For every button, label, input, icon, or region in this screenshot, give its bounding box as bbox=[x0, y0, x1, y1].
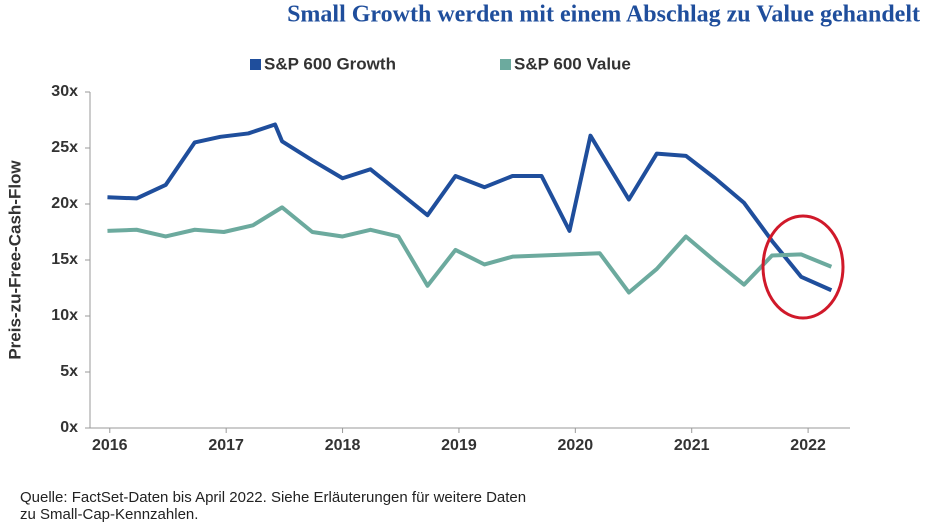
source-note: zu Small-Cap-Kennzahlen. bbox=[20, 506, 198, 523]
x-tick-label: 2021 bbox=[674, 437, 710, 454]
source-note: Quelle: FactSet-Daten bis April 2022. Si… bbox=[20, 489, 526, 506]
x-tick-label: 2016 bbox=[92, 437, 128, 454]
y-tick-label: 30x bbox=[51, 83, 78, 100]
y-tick-label: 0x bbox=[60, 419, 78, 436]
y-tick-label: 10x bbox=[51, 307, 78, 324]
chart-title: Small Growth werden mit einem Abschlag z… bbox=[287, 2, 920, 28]
x-tick-label: 2022 bbox=[790, 437, 826, 454]
series-line bbox=[107, 205, 833, 295]
y-tick-label: 25x bbox=[51, 139, 78, 156]
x-tick-label: 2020 bbox=[558, 437, 594, 454]
series-line bbox=[107, 122, 833, 293]
x-tick-label: 2017 bbox=[208, 437, 244, 454]
legend-swatch bbox=[500, 59, 511, 70]
y-tick-label: 20x bbox=[51, 195, 78, 212]
x-tick-label: 2019 bbox=[441, 437, 477, 454]
highlight-circle bbox=[761, 214, 845, 320]
y-axis-label: Preis-zu-Free-Cash-Flow bbox=[5, 160, 24, 360]
y-tick-label: 5x bbox=[60, 363, 78, 380]
legend-label: S&P 600 Growth bbox=[264, 54, 396, 73]
y-tick-label: 15x bbox=[51, 251, 78, 268]
x-tick-label: 2018 bbox=[325, 437, 361, 454]
legend-label: S&P 600 Value bbox=[514, 54, 631, 73]
legend-swatch bbox=[250, 59, 261, 70]
